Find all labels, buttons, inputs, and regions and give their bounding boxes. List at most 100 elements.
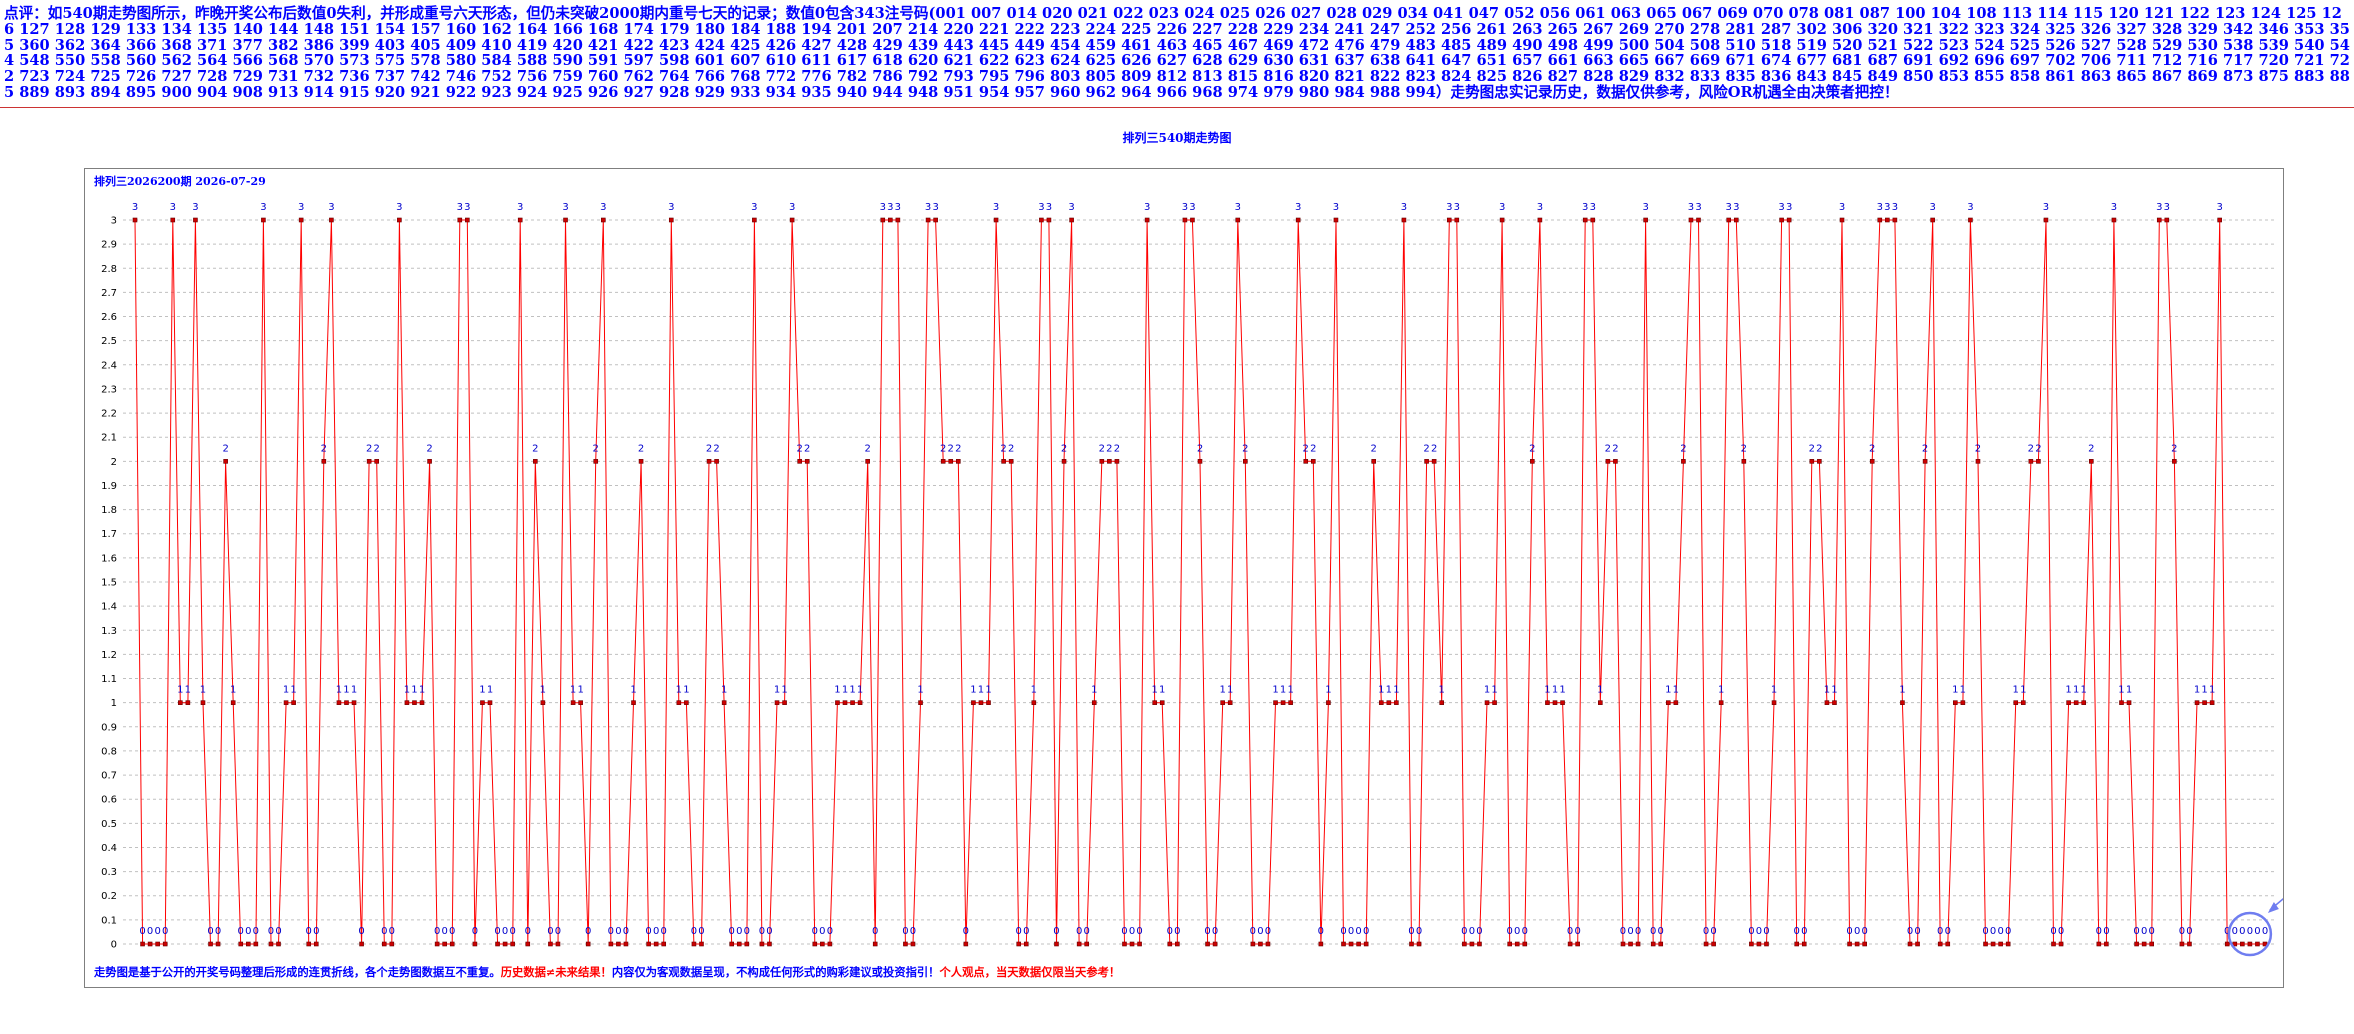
data-label: 3 (298, 202, 304, 213)
data-point (2255, 941, 2260, 947)
data-point (1235, 217, 1241, 223)
data-label: 3 (789, 202, 795, 213)
data-point (1348, 941, 1354, 947)
data-label: 0 (1514, 926, 1520, 937)
data-label: 3 (517, 202, 523, 213)
data-point (1809, 459, 1815, 464)
data-point (1295, 217, 1301, 223)
data-point (351, 700, 357, 705)
data-point (1175, 941, 1180, 947)
data-label: 2 (1197, 443, 1203, 454)
data-point (2156, 217, 2162, 223)
data-point (1477, 941, 1482, 947)
data-label: 3 (1333, 202, 1339, 213)
data-point (1107, 459, 1112, 464)
data-label: 0 (245, 926, 251, 937)
footnote-part1: 走势图是基于公开的开奖号码整理后形成的连贯折线，各个走势图数据互不重复。 (94, 965, 501, 979)
data-label: 1 (343, 685, 349, 696)
data-label: 0 (381, 926, 387, 937)
data-label: 2 (1008, 443, 1014, 454)
data-label: 0 (502, 926, 508, 937)
data-label: 3 (925, 202, 931, 213)
data-label: 0 (608, 926, 614, 937)
data-point (993, 217, 999, 223)
data-label: 0 (2224, 926, 2230, 937)
data-point (676, 700, 682, 705)
data-point (1665, 700, 1671, 705)
data-point (510, 941, 515, 947)
data-point (2005, 941, 2011, 947)
data-point (812, 941, 818, 947)
data-point (1039, 217, 1044, 223)
data-point (442, 941, 447, 947)
data-point (1008, 459, 1014, 464)
data-label: 1 (1673, 685, 1679, 696)
data-label: 0 (1990, 926, 1996, 937)
data-label: 3 (2111, 202, 2117, 213)
data-label: 3 (600, 202, 606, 213)
data-label: 0 (1084, 926, 1090, 937)
data-point (1326, 700, 1331, 705)
data-point (1560, 700, 1565, 705)
data-label: 3 (457, 202, 463, 213)
data-point (555, 941, 561, 947)
data-label: 1 (2201, 685, 2207, 696)
data-point (646, 941, 651, 947)
data-label: 0 (1016, 926, 1022, 937)
data-label: 0 (2179, 926, 2185, 937)
data-label: 3 (2043, 202, 2049, 213)
data-label: 1 (1597, 685, 1603, 696)
data-label: 2 (713, 443, 719, 454)
data-point (245, 941, 251, 947)
data-point (1499, 217, 1505, 223)
data-point (918, 700, 923, 705)
data-point (971, 700, 976, 705)
data-point (1001, 459, 1006, 464)
data-point (827, 941, 833, 947)
data-label: 3 (1877, 202, 1883, 213)
data-label: 3 (2164, 202, 2170, 213)
data-point (132, 217, 138, 223)
y-tick-label: 1.5 (101, 578, 117, 589)
data-label: 0 (661, 926, 667, 937)
data-label: 3 (895, 202, 901, 213)
data-point (865, 459, 870, 464)
data-point (1122, 941, 1127, 947)
data-point (1567, 941, 1573, 947)
data-point (593, 459, 599, 464)
data-point (1046, 217, 1052, 223)
data-point (2013, 700, 2019, 705)
data-label: 2 (222, 443, 228, 454)
data-label: 3 (260, 202, 266, 213)
data-label: 0 (1363, 926, 1369, 937)
data-point (1424, 459, 1429, 464)
y-tick-label: 1.3 (101, 626, 117, 637)
data-point (548, 941, 553, 947)
data-point (1779, 217, 1784, 223)
data-label: 0 (819, 926, 825, 937)
data-point (2096, 941, 2102, 947)
data-label: 2 (374, 443, 380, 454)
data-point (1469, 941, 1475, 947)
y-tick-label: 1.8 (101, 505, 117, 516)
data-point (2224, 941, 2230, 947)
data-point (2066, 700, 2071, 705)
data-label: 1 (411, 685, 417, 696)
data-label: 1 (1484, 685, 1490, 696)
y-tick-label: 0 (111, 940, 117, 951)
data-label: 0 (1136, 926, 1142, 937)
y-tick-labels: 0 0.1 0.2 0.3 0.4 0.5 0.6 0.7 0.8 0.9 1 1.1 1.2 1.3 1.… (101, 216, 117, 951)
data-label: 3 (1454, 202, 1460, 213)
data-label: 3 (2156, 202, 2162, 213)
data-point (2073, 700, 2079, 705)
data-point (238, 941, 244, 947)
data-label: 2 (1809, 443, 1815, 454)
data-label: 0 (1076, 926, 1082, 937)
data-label: 0 (2232, 926, 2238, 937)
data-point (986, 700, 991, 705)
y-tick-label: 1.6 (101, 553, 117, 564)
data-point (767, 941, 772, 947)
data-point (1061, 459, 1067, 464)
data-label: 3 (1144, 202, 1150, 213)
